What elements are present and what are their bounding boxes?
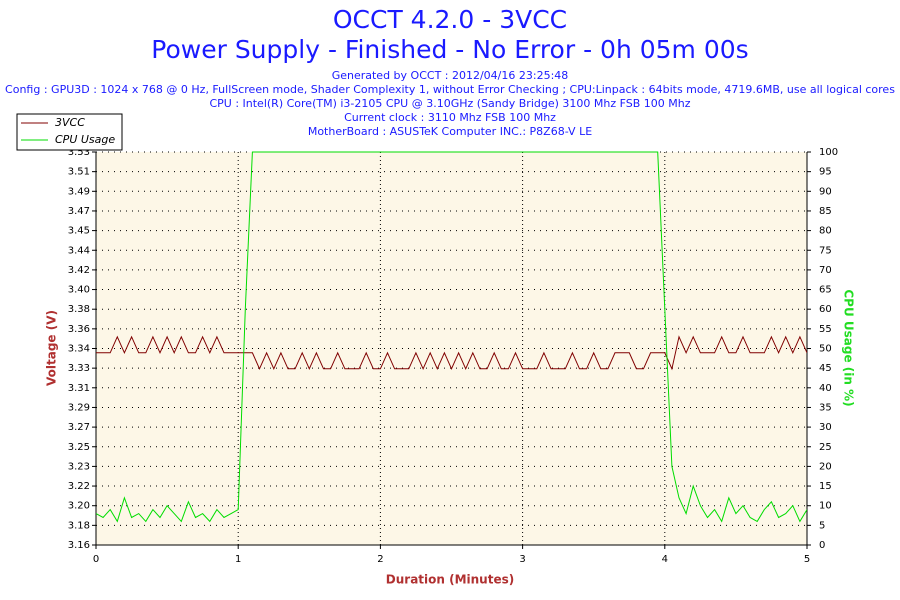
x-tick-label: 4 — [662, 554, 668, 565]
info-line: Generated by OCCT : 2012/04/16 23:25:48 — [332, 69, 569, 82]
y-tick-label: 3.40 — [68, 285, 90, 296]
legend-label: 3VCC — [55, 116, 85, 129]
chart-title: OCCT 4.2.0 - 3VCC — [333, 5, 567, 34]
y-tick-label: 3.25 — [68, 442, 90, 453]
y-tick-label: 3.33 — [68, 363, 90, 374]
legend-box — [16, 113, 123, 151]
y-tick-label: 3.31 — [68, 383, 90, 394]
y-tick-label: 3.29 — [68, 402, 90, 413]
info-line: MotherBoard : ASUSTeK Computer INC.: P8Z… — [308, 125, 592, 138]
y2-tick-label: 100 — [819, 147, 838, 158]
y2-tick-label: 85 — [819, 206, 832, 217]
y-tick-label: 3.45 — [68, 226, 90, 237]
y-tick-label: 3.44 — [68, 245, 90, 256]
y2-tick-label: 40 — [819, 383, 832, 394]
legend-label: CPU Usage — [55, 133, 115, 146]
y2-tick-label: 70 — [819, 265, 832, 276]
y2-tick-label: 15 — [819, 481, 832, 492]
y-tick-label: 3.22 — [68, 481, 90, 492]
y2-tick-label: 65 — [819, 285, 832, 296]
chart-subtitle: Power Supply - Finished - No Error - 0h … — [151, 35, 748, 64]
series-line — [96, 335, 807, 371]
x-tick-label: 3 — [519, 554, 525, 565]
y-axis-label: Voltage (V) — [45, 310, 59, 386]
y2-axis-label: CPU Usage (in %) — [842, 289, 856, 406]
y2-tick-label: 90 — [819, 186, 832, 197]
plot-area — [96, 152, 807, 545]
x-tick-label: 1 — [235, 554, 241, 565]
info-line: Config : GPU3D : 1024 x 768 @ 0 Hz, Full… — [5, 83, 895, 96]
y2-tick-label: 25 — [819, 442, 832, 453]
y-tick-label: 3.20 — [68, 501, 90, 512]
y-tick-label: 3.16 — [68, 540, 90, 551]
y2-tick-label: 55 — [819, 324, 832, 335]
series-line — [96, 151, 807, 523]
y-tick-label: 3.36 — [68, 324, 90, 335]
x-tick-label: 5 — [804, 554, 810, 565]
x-tick-label: 2 — [377, 554, 383, 565]
y-tick-label: 3.47 — [68, 206, 90, 217]
y2-tick-label: 5 — [819, 520, 825, 531]
y2-tick-label: 35 — [819, 402, 832, 413]
y2-tick-label: 10 — [819, 501, 832, 512]
y-tick-label: 3.49 — [68, 186, 90, 197]
y-tick-label: 3.51 — [68, 167, 90, 178]
y-tick-label: 3.42 — [68, 265, 90, 276]
y-tick-label: 3.34 — [68, 344, 90, 355]
y-tick-label: 3.27 — [68, 422, 90, 433]
y2-tick-label: 20 — [819, 461, 832, 472]
y2-tick-label: 80 — [819, 226, 832, 237]
info-line: CPU : Intel(R) Core(TM) i3-2105 CPU @ 3.… — [209, 97, 690, 110]
y-tick-label: 3.18 — [68, 520, 90, 531]
y2-tick-label: 30 — [819, 422, 832, 433]
y2-tick-label: 0 — [819, 540, 825, 551]
x-axis-label: Duration (Minutes) — [386, 573, 514, 587]
y-tick-label: 3.23 — [68, 461, 90, 472]
y2-tick-label: 95 — [819, 167, 832, 178]
y-tick-label: 3.53 — [68, 147, 90, 158]
y-tick-label: 3.38 — [68, 304, 90, 315]
y2-tick-label: 45 — [819, 363, 832, 374]
y2-tick-label: 75 — [819, 245, 832, 256]
y2-tick-label: 50 — [819, 344, 832, 355]
x-tick-label: 0 — [93, 554, 99, 565]
info-line: Current clock : 3110 Mhz FSB 100 Mhz — [344, 111, 556, 124]
y2-tick-label: 60 — [819, 304, 832, 315]
